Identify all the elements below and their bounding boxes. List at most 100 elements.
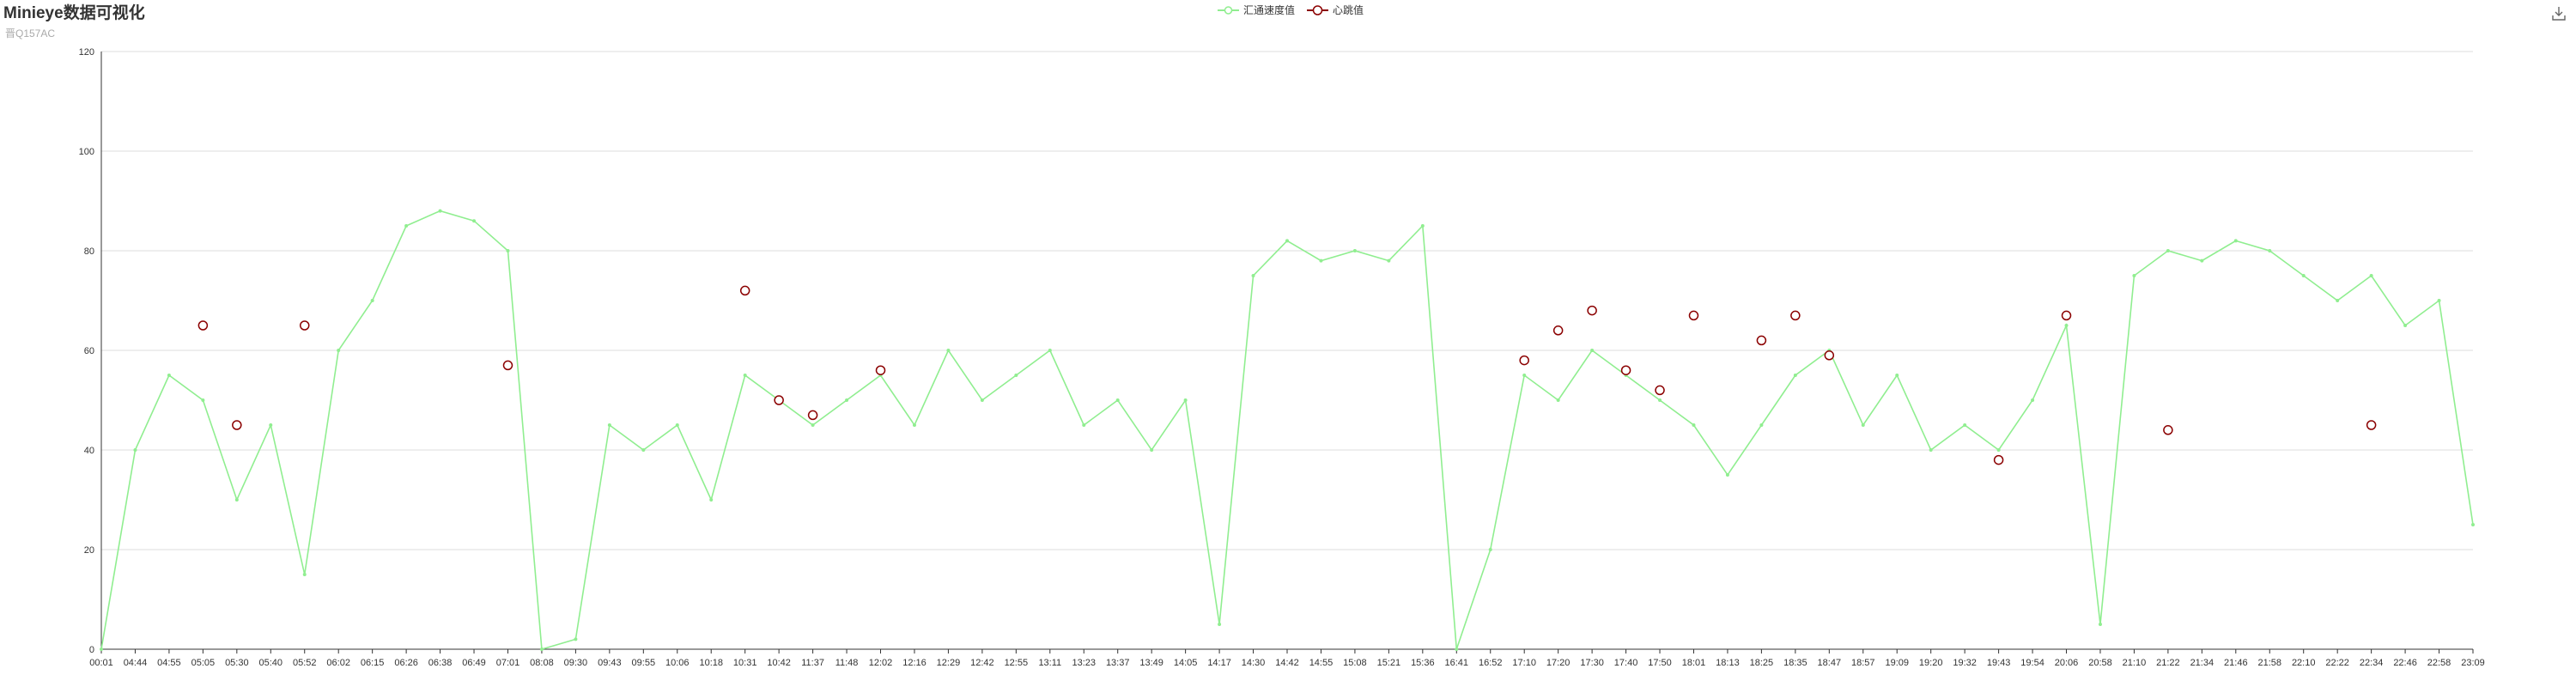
speed-point xyxy=(100,647,103,651)
speed-point xyxy=(1556,398,1560,402)
x-tick-label: 12:16 xyxy=(902,658,927,668)
x-tick-label: 00:01 xyxy=(89,658,113,668)
x-tick-label: 18:47 xyxy=(1818,658,1842,668)
x-tick-label: 09:30 xyxy=(564,658,588,668)
series-line-speed xyxy=(100,210,2474,651)
x-tick-label: 10:42 xyxy=(767,658,791,668)
x-tick-label: 15:36 xyxy=(1411,658,1435,668)
speed-point xyxy=(539,647,544,651)
speed-point xyxy=(2369,274,2373,277)
speed-point xyxy=(1488,548,1492,551)
y-tick-label: 120 xyxy=(79,47,94,58)
speed-point xyxy=(1285,239,1289,243)
heartbeat-point xyxy=(1688,310,1699,321)
x-tick-label: 11:48 xyxy=(835,658,859,668)
heartbeat-point xyxy=(299,320,310,331)
speed-point xyxy=(574,637,578,641)
x-tick-label: 14:30 xyxy=(1242,658,1266,668)
speed-point xyxy=(2301,274,2306,277)
speed-point xyxy=(1082,423,1086,427)
x-tick-label: 17:20 xyxy=(1546,658,1571,668)
speed-point xyxy=(438,209,442,213)
heartbeat-point xyxy=(1519,355,1529,366)
chart-subtitle: 晋Q157AC xyxy=(5,27,56,40)
speed-point xyxy=(1725,473,1729,477)
speed-point xyxy=(709,498,714,502)
speed-point xyxy=(980,398,984,402)
x-tick-label: 19:32 xyxy=(1953,658,1977,668)
x-tick-label: 09:43 xyxy=(598,658,622,668)
x-tick-label: 22:22 xyxy=(2325,658,2349,668)
speed-point xyxy=(472,219,477,223)
x-tick-label: 13:49 xyxy=(1139,658,1163,668)
y-tick-label: 100 xyxy=(79,147,94,157)
heartbeat-point xyxy=(2163,425,2173,435)
x-tick-label: 20:58 xyxy=(2088,658,2112,668)
speed-point xyxy=(2268,249,2272,252)
x-tick-label: 14:05 xyxy=(1174,658,1198,668)
speed-point xyxy=(2200,258,2204,263)
x-tick-label: 06:15 xyxy=(361,658,385,668)
speed-point xyxy=(1183,398,1188,402)
x-tick-label: 18:25 xyxy=(1750,658,1774,668)
y-tick-label: 80 xyxy=(84,246,94,257)
y-tick-label: 20 xyxy=(84,545,94,556)
speed-point xyxy=(2031,398,2035,402)
speed-point xyxy=(1455,647,1459,651)
speed-point xyxy=(2233,239,2238,243)
heartbeat-point xyxy=(502,360,513,371)
speed-point xyxy=(607,423,611,427)
speed-point xyxy=(404,224,409,228)
x-tick-label: 09:55 xyxy=(632,658,656,668)
x-tick-label: 19:43 xyxy=(1987,658,2011,668)
x-tick-label: 19:20 xyxy=(1919,658,1943,668)
heartbeat-point xyxy=(739,285,750,296)
heartbeat-point xyxy=(875,365,886,375)
speed-point xyxy=(234,498,239,502)
x-tick-label: 10:06 xyxy=(665,658,690,668)
speed-point xyxy=(1793,374,1797,377)
speed-point xyxy=(1115,398,1120,402)
x-tick-label: 21:22 xyxy=(2156,658,2180,668)
speed-point xyxy=(2403,324,2408,327)
x-tick-label: 04:55 xyxy=(157,658,181,668)
legend-line-circle-icon xyxy=(1307,4,1329,15)
x-tick-label: 05:40 xyxy=(259,658,283,668)
legend-label-heartbeat: 心跳值 xyxy=(1333,4,1364,16)
x-tick-label: 12:02 xyxy=(869,658,893,668)
download-icon[interactable] xyxy=(2550,5,2567,22)
heartbeat-point xyxy=(232,420,242,430)
heartbeat-point xyxy=(1756,335,1767,346)
x-tick-label: 22:58 xyxy=(2427,658,2451,668)
speed-point xyxy=(811,423,815,427)
speed-point xyxy=(2471,523,2475,526)
heartbeat-point xyxy=(1790,310,1801,321)
speed-point xyxy=(1218,623,1222,626)
x-tick-label: 23:09 xyxy=(2461,658,2485,668)
chart-legend: 汇通速度值 心跳值 xyxy=(1218,3,1364,17)
speed-point xyxy=(1420,224,1425,228)
y-tick-label: 40 xyxy=(84,446,94,456)
speed-point xyxy=(133,448,137,452)
legend-item-heartbeat[interactable]: 心跳值 xyxy=(1307,3,1364,17)
x-tick-label: 05:05 xyxy=(191,658,216,668)
legend-label-speed: 汇通速度值 xyxy=(1243,4,1296,16)
x-tick-label: 21:58 xyxy=(2257,658,2281,668)
heartbeat-point xyxy=(2366,420,2377,430)
heartbeat-point xyxy=(1655,385,1665,396)
speed-point xyxy=(1895,374,1899,377)
legend-item-speed[interactable]: 汇通速度值 xyxy=(1218,3,1295,17)
y-tick-label: 60 xyxy=(84,346,94,356)
x-tick-label: 05:52 xyxy=(293,658,317,668)
speed-point xyxy=(1048,349,1052,352)
x-tick-label: 11:37 xyxy=(801,658,824,668)
speed-point xyxy=(1522,374,1527,377)
x-tick-label: 18:13 xyxy=(1716,658,1740,668)
speed-point xyxy=(641,448,646,452)
speed-point xyxy=(1861,423,1865,427)
x-tick-label: 12:29 xyxy=(937,658,961,668)
x-tick-label: 07:01 xyxy=(496,658,520,668)
heartbeat-point xyxy=(774,395,784,405)
speed-point xyxy=(167,374,171,377)
speed-point xyxy=(506,249,510,252)
